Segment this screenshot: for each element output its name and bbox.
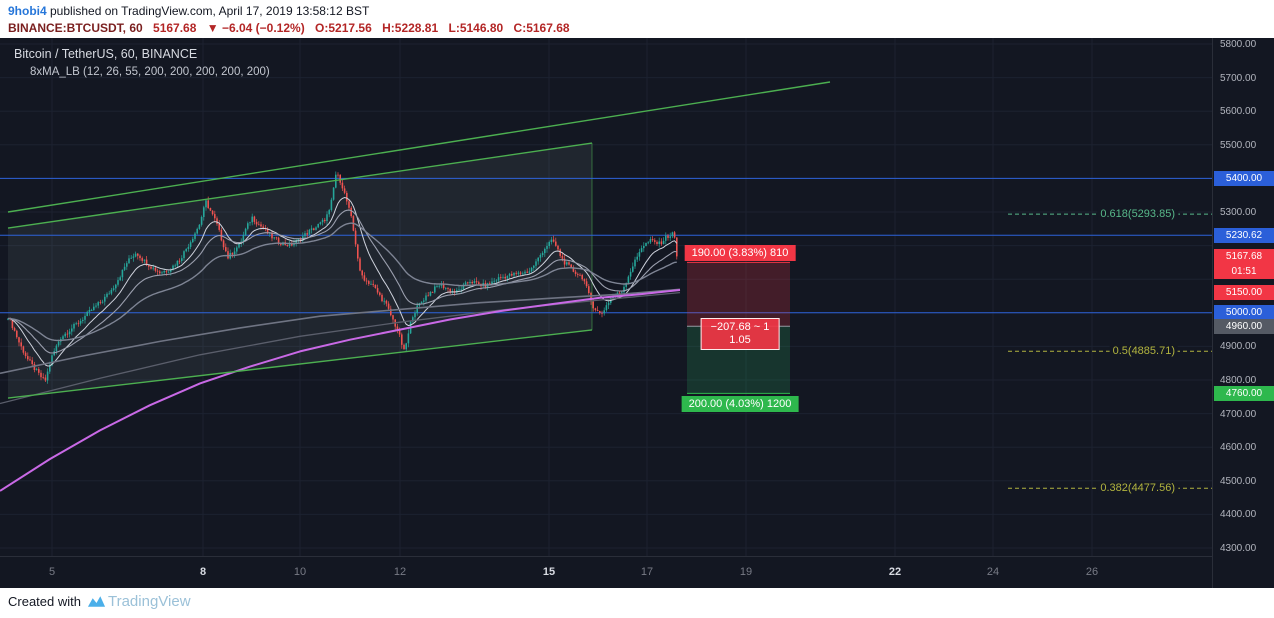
price-tick-label: 4400.00 [1220,509,1257,520]
bar-countdown-badge: 01:51 [1214,264,1274,279]
alert-line-badge-5000: 5000.00 [1214,305,1274,320]
price-tick-label: 5800.00 [1220,39,1257,50]
fib-level-label-0.382[interactable]: 0.382(4477.56) [1097,482,1178,494]
time-label-8: 8 [199,566,207,578]
created-with-text: Created with [8,594,81,609]
publish-info-text: published on TradingView.com, April 17, … [46,4,370,18]
fib-level-label-0.618[interactable]: 0.618(5293.85) [1097,208,1178,220]
price-axis[interactable]: 5800.00 5700.00 5600.00 5500.00 5300.00 4900.… [1212,38,1274,588]
time-label-10: 10 [293,566,307,578]
low-value: L:5146.80 [448,21,504,35]
fib-level-label-0.5[interactable]: 0.5(4885.71) [1109,345,1178,357]
close-value: C:5167.68 [513,21,570,35]
alert-line-badge-5400: 5400.00 [1214,171,1274,186]
snapshot-footer: Created with TradingView [0,588,1274,618]
time-label-26: 26 [1085,566,1099,578]
price-tick-label: 4500.00 [1220,476,1257,487]
price-tick-label: 5500.00 [1220,140,1257,151]
legend-symbol-title[interactable]: Bitcoin / TetherUS, 60, BINANCE [14,47,198,61]
price-tick-label: 4900.00 [1220,341,1257,352]
symbol-name: BINANCE:BTCUSDT, 60 [8,21,143,35]
price-tick-label: 4600.00 [1220,442,1257,453]
publish-header: 9hobi4 published on TradingView.com, Apr… [8,4,369,18]
alert-line-badge-5230: 5230.62 [1214,228,1274,243]
position-stop-label[interactable]: 190.00 (3.83%) 810 [684,245,796,261]
position-target-price-badge: 4760.00 [1214,386,1274,401]
price-tick-label: 4700.00 [1220,409,1257,420]
time-label-24: 24 [986,566,1000,578]
time-label-17: 17 [640,566,654,578]
price-tick-label: 5300.00 [1220,207,1257,218]
username-link[interactable]: 9hobi4 [8,4,47,18]
time-label-22: 22 [888,566,902,578]
position-target-label[interactable]: 200.00 (4.03%) 1200 [681,396,799,412]
price-chart-canvas[interactable] [0,38,1212,556]
symbol-header: BINANCE:BTCUSDT, 60 5167.68 ▼ −6.04 (−0.… [8,21,570,35]
open-value: O:5217.56 [315,21,372,35]
chart-area[interactable]: Bitcoin / TetherUS, 60, BINANCE 8xMA_LB … [0,38,1274,588]
legend-indicator-title[interactable]: 8xMA_LB (12, 26, 55, 200, 200, 200, 200,… [30,66,270,78]
time-label-5: 5 [48,566,56,578]
position-pnl-box[interactable]: −207.68 ~ 1 1.05 [700,318,780,350]
chart-legend: Bitcoin / TetherUS, 60, BINANCE 8xMA_LB … [14,47,270,78]
position-entry-price-badge: 4960.00 [1214,319,1274,334]
tradingview-logo-icon[interactable] [87,594,106,610]
last-price-text: 5167.68 [153,21,197,35]
price-tick-label: 5700.00 [1220,73,1257,84]
position-stop-price-badge: 5150.00 [1214,285,1274,300]
position-pnl-line1: −207.68 ~ 1 [710,321,770,333]
position-pnl-line2: 1.05 [729,334,751,346]
high-value: H:5228.81 [382,21,439,35]
time-label-15: 15 [542,566,556,578]
price-tick-label: 4800.00 [1220,375,1257,386]
time-label-19: 19 [739,566,753,578]
price-tick-label: 4300.00 [1220,543,1257,554]
time-label-12: 12 [393,566,407,578]
time-axis[interactable]: 5 8 10 12 15 17 19 22 24 26 [0,556,1212,588]
last-price-badge: 5167.68 [1214,249,1274,264]
tradingview-brand-link[interactable]: TradingView [107,593,191,610]
price-tick-label: 5600.00 [1220,106,1257,117]
price-change-text: ▼ −6.04 (−0.12%) [206,21,305,35]
